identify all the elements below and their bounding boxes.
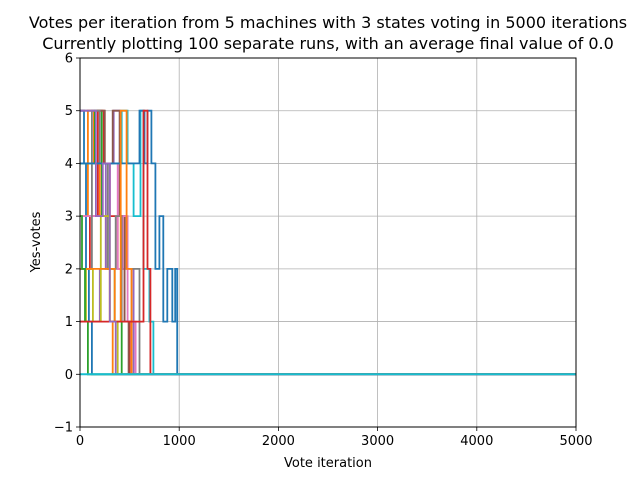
y-tick-label: 2 (65, 262, 73, 277)
x-tick-label: 5000 (559, 434, 592, 449)
y-tick-label: 4 (65, 157, 73, 172)
y-tick-label: 3 (65, 210, 73, 225)
x-tick-label: 3000 (361, 434, 394, 449)
y-axis-ticks: −1 0 1 2 3 4 5 6 (54, 52, 80, 436)
y-tick-label: −1 (54, 421, 73, 436)
y-axis-label: Yes-votes (29, 211, 44, 273)
chart-title: Votes per iteration from 5 machines with… (29, 13, 627, 32)
series-line-13 (80, 215, 576, 376)
x-axis-label: Vote iteration (284, 456, 372, 471)
series-group (80, 109, 576, 376)
x-axis-ticks: 0 1000 2000 3000 4000 5000 (76, 427, 593, 449)
series-line-14 (80, 109, 576, 376)
x-tick-label: 0 (76, 434, 84, 449)
plot-frame (79, 57, 577, 428)
y-tick-label: 6 (65, 52, 73, 67)
x-tick-label: 2000 (262, 434, 295, 449)
series-line-15 (80, 109, 576, 376)
chart-subtitle: Currently plotting 100 separate runs, wi… (42, 34, 614, 53)
y-tick-label: 0 (65, 368, 73, 383)
y-tick-label: 5 (65, 104, 73, 119)
x-tick-label: 1000 (163, 434, 196, 449)
y-tick-label: 1 (65, 315, 73, 330)
series-line-11 (80, 109, 576, 376)
x-tick-label: 4000 (460, 434, 493, 449)
series-lines (80, 109, 576, 376)
